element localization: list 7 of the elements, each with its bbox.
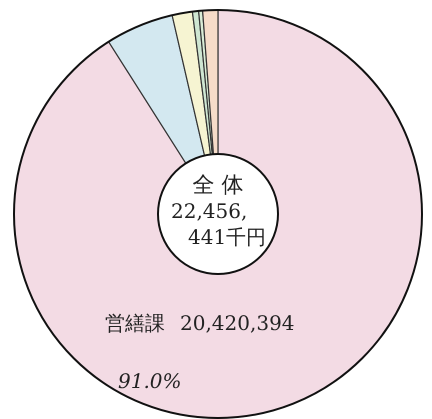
text: 全 体: [192, 173, 244, 198]
slice-label: 営繕課: [105, 311, 165, 335]
donut-slice: [108, 14, 206, 164]
text: 441千円: [188, 225, 266, 249]
text: 91.0%: [118, 369, 182, 393]
text: 22,456,: [171, 199, 248, 223]
data-label: 20,420,394: [180, 311, 295, 335]
